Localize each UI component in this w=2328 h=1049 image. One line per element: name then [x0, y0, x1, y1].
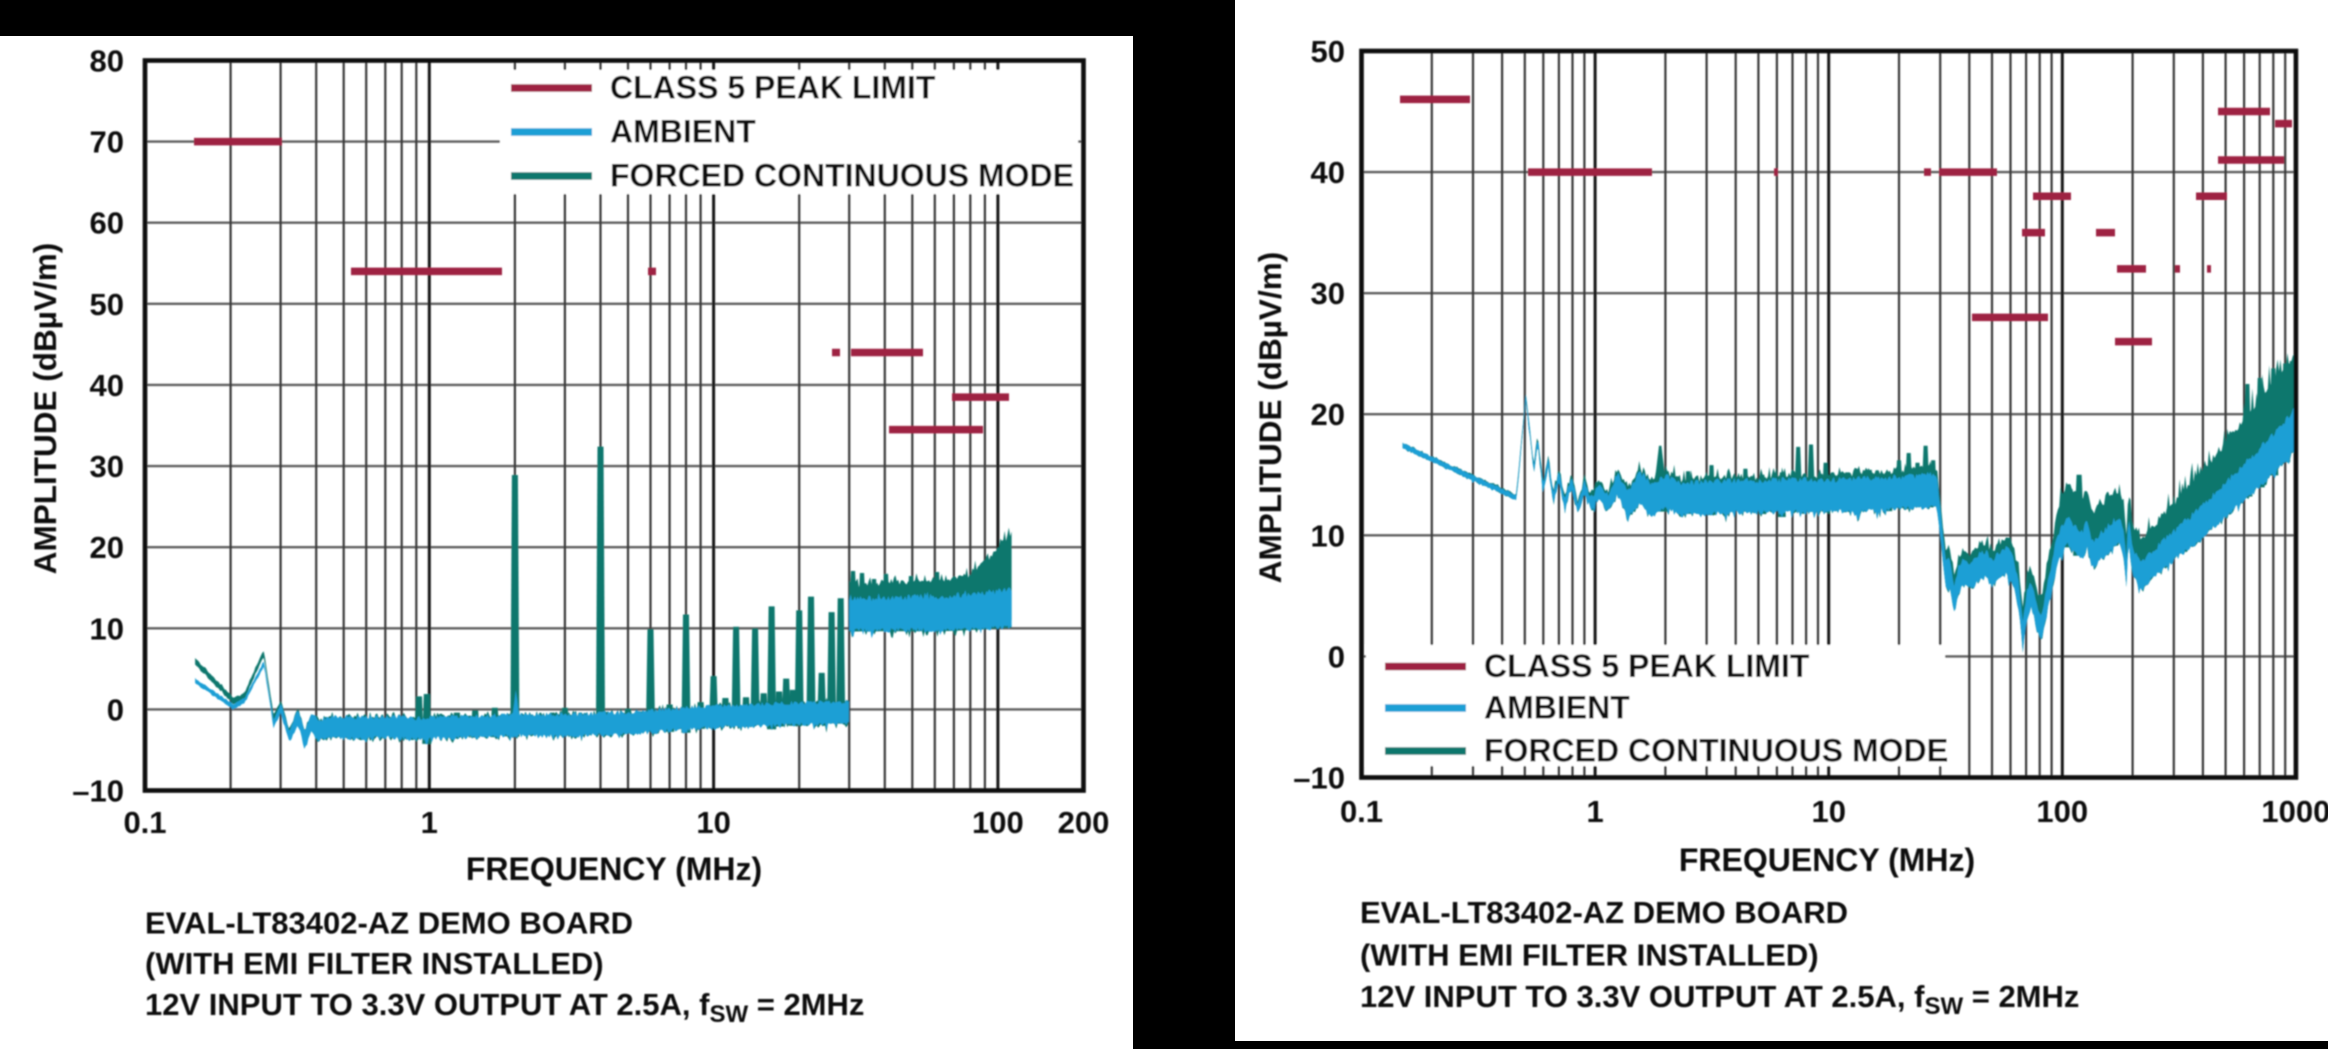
- svg-text:70: 70: [90, 125, 124, 160]
- svg-text:0: 0: [107, 692, 124, 727]
- svg-text:10: 10: [1811, 794, 1845, 829]
- svg-text:50: 50: [90, 287, 124, 322]
- svg-text:AMPLITUDE (dBµV/m): AMPLITUDE (dBµV/m): [27, 243, 63, 574]
- svg-text:–10: –10: [1293, 761, 1345, 796]
- svg-text:EVAL-LT83402-AZ DEMO BOARD: EVAL-LT83402-AZ DEMO BOARD: [145, 906, 633, 941]
- svg-text:50: 50: [1311, 34, 1345, 69]
- svg-text:(WITH EMI FILTER INSTALLED): (WITH EMI FILTER INSTALLED): [1360, 938, 1819, 973]
- svg-text:CLASS 5 PEAK LIMIT: CLASS 5 PEAK LIMIT: [610, 70, 936, 106]
- svg-text:30: 30: [90, 449, 124, 484]
- svg-text:FREQUENCY (MHz): FREQUENCY (MHz): [466, 851, 762, 887]
- svg-text:AMBIENT: AMBIENT: [1484, 690, 1630, 726]
- svg-text:10: 10: [90, 611, 124, 646]
- svg-text:FORCED CONTINUOUS MODE: FORCED CONTINUOUS MODE: [1484, 733, 1948, 769]
- svg-text:0.1: 0.1: [123, 805, 166, 840]
- svg-text:–10: –10: [72, 774, 124, 809]
- svg-text:100: 100: [972, 805, 1024, 840]
- svg-text:AMBIENT: AMBIENT: [610, 114, 756, 150]
- svg-text:10: 10: [1311, 518, 1345, 553]
- svg-text:1000: 1000: [2261, 794, 2328, 829]
- svg-text:1: 1: [1586, 794, 1603, 829]
- svg-text:20: 20: [1311, 397, 1345, 432]
- svg-text:12V INPUT TO 3.3V OUTPUT AT 2.: 12V INPUT TO 3.3V OUTPUT AT 2.5A, fSW = …: [1360, 979, 2079, 1020]
- svg-text:40: 40: [1311, 155, 1345, 190]
- svg-text:FREQUENCY (MHz): FREQUENCY (MHz): [1679, 842, 1975, 878]
- svg-text:40: 40: [90, 368, 124, 403]
- svg-text:AMPLITUDE (dBµV/m): AMPLITUDE (dBµV/m): [1252, 252, 1288, 583]
- svg-text:12V INPUT TO 3.3V OUTPUT AT 2.: 12V INPUT TO 3.3V OUTPUT AT 2.5A, fSW = …: [145, 987, 864, 1028]
- svg-text:200: 200: [1058, 805, 1110, 840]
- svg-text:1: 1: [421, 805, 438, 840]
- svg-text:EVAL-LT83402-AZ DEMO BOARD: EVAL-LT83402-AZ DEMO BOARD: [1360, 895, 1848, 930]
- svg-text:20: 20: [90, 530, 124, 565]
- svg-text:60: 60: [90, 206, 124, 241]
- svg-text:FORCED CONTINUOUS MODE: FORCED CONTINUOUS MODE: [610, 158, 1074, 194]
- svg-text:10: 10: [696, 805, 730, 840]
- svg-text:30: 30: [1311, 276, 1345, 311]
- svg-text:(WITH EMI FILTER INSTALLED): (WITH EMI FILTER INSTALLED): [145, 946, 604, 981]
- svg-text:CLASS 5 PEAK LIMIT: CLASS 5 PEAK LIMIT: [1484, 648, 1810, 684]
- svg-text:0.1: 0.1: [1340, 794, 1383, 829]
- svg-text:80: 80: [90, 44, 124, 79]
- svg-text:0: 0: [1328, 639, 1345, 674]
- svg-text:100: 100: [2036, 794, 2088, 829]
